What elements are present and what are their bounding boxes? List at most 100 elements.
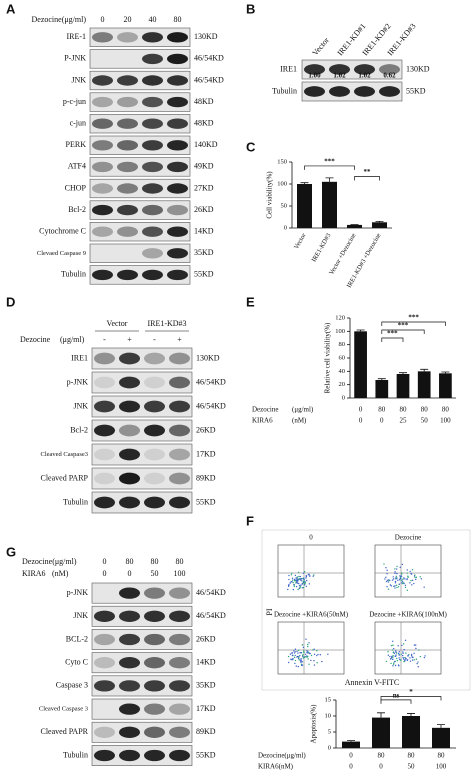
row-label: Cleaved PARP <box>41 473 89 482</box>
row-label: IRE1 <box>280 64 297 73</box>
band <box>167 162 188 172</box>
y-tick-label: 0 <box>284 224 287 231</box>
flow-dot <box>387 580 388 581</box>
flow-dot <box>294 580 295 581</box>
flow-dot <box>297 656 298 657</box>
flow-dot <box>383 563 384 564</box>
condition-value: 0 <box>380 417 384 425</box>
flow-dot <box>393 648 394 649</box>
panel-label: A <box>6 1 16 16</box>
flow-dot <box>288 575 289 576</box>
panel-label: D <box>6 294 15 309</box>
flow-dot <box>304 571 305 572</box>
flow-dot <box>416 663 417 664</box>
band <box>169 377 190 389</box>
condition-value: 80 <box>408 752 416 760</box>
size-label: 48KD <box>194 119 214 128</box>
flow-dot <box>292 582 293 583</box>
flow-dot <box>386 586 387 587</box>
row-label: p-JNK <box>67 377 89 386</box>
flow-dot <box>308 574 309 575</box>
size-label: 55KD <box>196 497 216 506</box>
significance-label: ** <box>364 168 372 176</box>
flow-dot <box>394 661 395 662</box>
row-label: p-c-jun <box>63 97 86 106</box>
flow-dot <box>295 577 296 578</box>
lane-label: 20 <box>124 15 132 24</box>
lane-label: - <box>153 335 156 344</box>
flow-dot <box>300 658 301 659</box>
flow-dot <box>302 661 303 662</box>
flow-dot <box>415 644 416 645</box>
row-label: Tubulin <box>61 270 86 279</box>
flow-dot <box>308 642 309 643</box>
flow-dot <box>404 659 405 660</box>
band <box>92 162 113 172</box>
size-label: 55KD <box>194 270 214 279</box>
flow-dot <box>397 580 398 581</box>
band <box>119 680 140 691</box>
band <box>379 86 400 97</box>
band <box>354 86 375 97</box>
row-label: Clevaed Caspase 9 <box>37 250 86 257</box>
band <box>142 118 163 128</box>
condition-value: 50 <box>421 417 429 425</box>
band <box>92 32 113 42</box>
flow-dot <box>402 657 403 658</box>
band <box>144 449 165 461</box>
flow-dot <box>418 649 419 650</box>
band <box>144 680 165 691</box>
flow-dot <box>424 657 425 658</box>
condition-value: 0 <box>359 417 363 425</box>
band <box>144 611 165 622</box>
flow-dot <box>306 652 307 653</box>
flow-dot <box>288 656 289 657</box>
size-label: 46/54KD <box>194 75 224 84</box>
condition-value: 50 <box>408 763 416 771</box>
band <box>94 657 115 668</box>
bar <box>397 374 410 398</box>
flow-dot <box>399 651 400 652</box>
flow-dot <box>395 581 396 582</box>
band <box>169 473 190 485</box>
flow-dot <box>296 586 297 587</box>
band <box>167 97 188 107</box>
size-label: 55KD <box>196 750 216 759</box>
row-label: Cleaved PAPR <box>41 727 89 736</box>
bar <box>375 380 388 398</box>
flow-dot <box>402 564 403 565</box>
flow-dot <box>402 651 403 652</box>
band <box>92 205 113 215</box>
condition-label: Dezocine <box>252 406 278 414</box>
flow-dot <box>396 576 397 577</box>
flow-dot <box>390 658 391 659</box>
band <box>167 205 188 215</box>
flow-dot <box>387 651 388 652</box>
flow-dot <box>304 657 305 658</box>
flow-dot <box>293 584 294 585</box>
bar <box>297 184 312 228</box>
flow-dot <box>410 580 411 581</box>
flow-dot <box>418 666 419 667</box>
flow-dot <box>292 580 293 581</box>
band <box>94 449 115 461</box>
size-label: 55KD <box>406 86 426 95</box>
band <box>144 353 165 365</box>
row-label: PERK <box>66 140 87 149</box>
flow-dot <box>294 657 295 658</box>
band <box>142 32 163 42</box>
band <box>169 703 190 714</box>
band <box>119 449 140 461</box>
flow-dot <box>386 573 387 574</box>
band <box>144 401 165 413</box>
flow-dot <box>399 579 400 580</box>
flow-dot <box>396 568 397 569</box>
flow-dot <box>420 656 421 657</box>
panel-label: B <box>246 1 255 16</box>
band <box>119 353 140 365</box>
flow-dot <box>306 575 307 576</box>
flow-dot <box>386 661 387 662</box>
flow-dot <box>385 577 386 578</box>
y-axis-label: Relative cell viability(%) <box>324 322 332 393</box>
